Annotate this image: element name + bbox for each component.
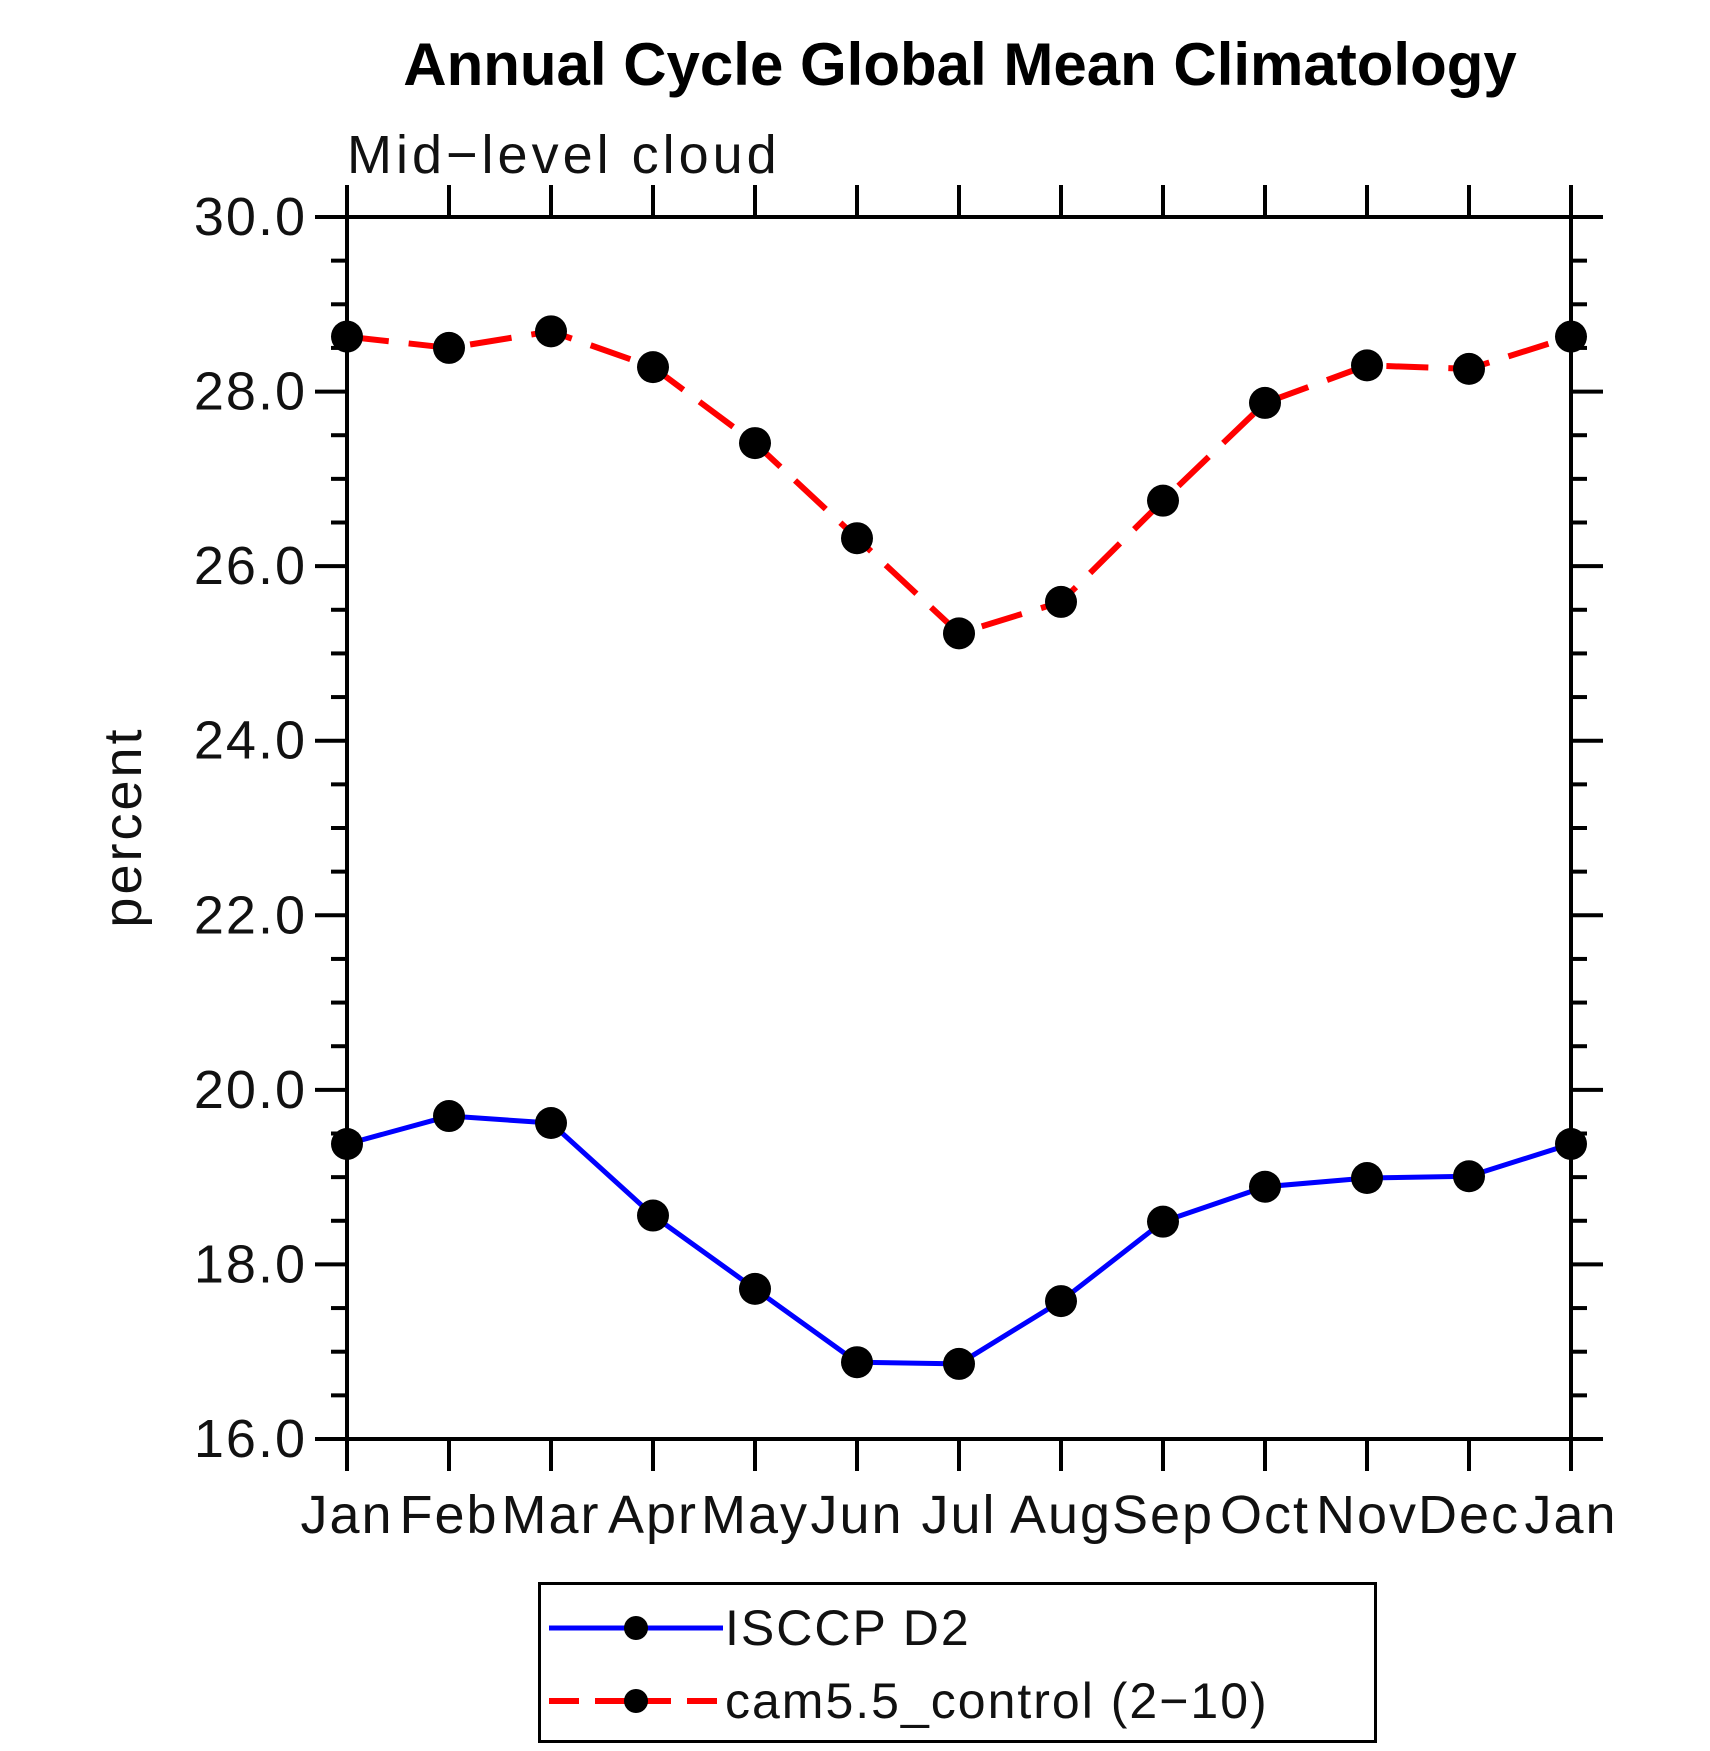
legend-item-cam55-control: cam5.5_control (2−10) [549,1673,1269,1729]
x-tick-label: Nov [1316,1485,1418,1545]
data-point-isccp-d2 [1147,1205,1179,1238]
data-point-cam5-5-control-2-10 [943,617,975,650]
y-tick-label: 20.0 [194,1060,307,1120]
x-tick-label: Jun [810,1485,903,1545]
x-tick-label: Apr [608,1485,698,1545]
y-tick-label: 30.0 [194,187,307,247]
legend: ISCCP D2 cam5.5_control (2−10) [538,1582,1377,1743]
legend-label: ISCCP D2 [725,1600,971,1656]
y-tick-label: 26.0 [194,536,307,596]
y-tick-label: 28.0 [194,362,307,422]
y-tick-label: 22.0 [194,885,307,945]
data-point-isccp-d2 [331,1127,363,1160]
data-point-isccp-d2 [535,1107,567,1140]
legend-item-isccp-d2: ISCCP D2 [549,1600,971,1656]
data-point-isccp-d2 [1555,1127,1587,1160]
data-point-cam5-5-control-2-10 [331,320,363,353]
data-point-isccp-d2 [637,1199,669,1232]
y-tick-label: 24.0 [194,711,307,771]
x-tick-label: Oct [1220,1485,1310,1545]
legend-label: cam5.5_control (2−10) [725,1673,1269,1729]
chart-subtitle: Mid−level cloud [347,125,781,185]
legend-swatch-dashed-line [549,1689,723,1713]
x-tick-label: Jan [300,1485,393,1545]
data-point-cam5-5-control-2-10 [1555,320,1587,353]
data-point-cam5-5-control-2-10 [1147,484,1179,517]
y-tick-label: 16.0 [194,1409,307,1469]
data-point-isccp-d2 [1453,1160,1485,1193]
series-line-cam5-5-control-2-10 [346,328,1572,637]
data-point-isccp-d2 [841,1346,873,1379]
data-point-isccp-d2 [1045,1285,1077,1318]
data-point-cam5-5-control-2-10 [535,315,567,348]
legend-swatch-solid-line [549,1616,723,1640]
legend-marker-icon [624,1689,648,1713]
data-point-cam5-5-control-2-10 [637,351,669,384]
data-point-isccp-d2 [1351,1162,1383,1195]
x-tick-label: Dec [1418,1485,1520,1545]
data-point-isccp-d2 [1249,1170,1281,1203]
legend-marker-icon [624,1616,648,1640]
x-tick-label: Sep [1112,1485,1214,1545]
data-point-cam5-5-control-2-10 [1249,386,1281,419]
data-point-isccp-d2 [943,1347,975,1380]
data-point-cam5-5-control-2-10 [841,522,873,555]
data-point-cam5-5-control-2-10 [433,331,465,364]
x-tick-label: Mar [502,1485,601,1545]
x-tick-label: May [701,1485,809,1545]
data-point-cam5-5-control-2-10 [1351,349,1383,382]
x-tick-label: Jul [921,1485,996,1545]
x-tick-label: Aug [1010,1485,1112,1545]
data-point-cam5-5-control-2-10 [1453,352,1485,385]
y-tick-label: 18.0 [194,1234,307,1294]
series-line-isccp-d2 [346,1113,1572,1367]
data-point-isccp-d2 [739,1272,771,1305]
data-point-cam5-5-control-2-10 [1045,585,1077,618]
data-point-isccp-d2 [433,1100,465,1133]
x-tick-label: Feb [399,1485,498,1545]
data-point-cam5-5-control-2-10 [739,427,771,460]
plot-frame [345,215,1573,1441]
chart-title: Annual Cycle Global Mean Climatology [403,31,1517,98]
x-tick-label: Jan [1524,1485,1617,1545]
